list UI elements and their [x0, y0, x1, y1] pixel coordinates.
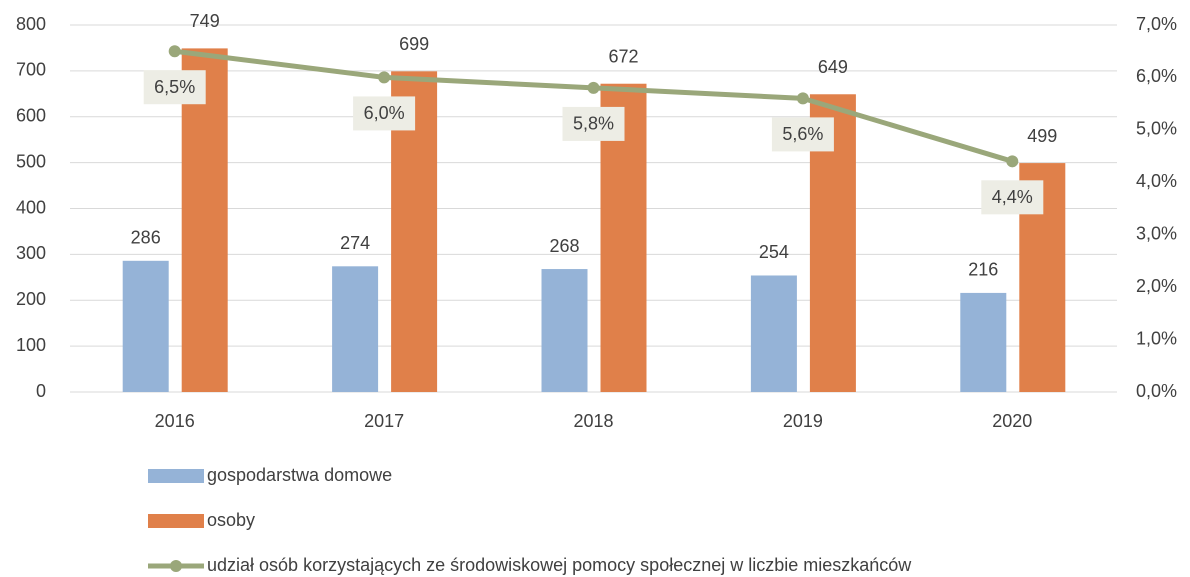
y2-tick-label: 0,0% — [1136, 381, 1177, 401]
bar — [960, 292, 1007, 392]
x-tick-label: 2016 — [155, 411, 195, 431]
bar-value-label: 216 — [968, 260, 998, 280]
bar-value-label: 649 — [818, 57, 848, 77]
line-value-label: 5,8% — [573, 114, 614, 134]
y-tick-label: 500 — [16, 151, 46, 171]
y2-tick-label: 7,0% — [1136, 14, 1177, 34]
line-value-label: 6,5% — [154, 77, 195, 97]
bar-value-label: 699 — [399, 34, 429, 54]
label-box — [771, 117, 834, 152]
y2-tick-label: 1,0% — [1136, 328, 1177, 348]
line-point — [1006, 155, 1019, 168]
y2-tick-label: 2,0% — [1136, 276, 1177, 296]
label-box — [143, 70, 206, 105]
line-point — [168, 45, 181, 58]
x-tick-label: 2018 — [573, 411, 613, 431]
y2-tick-label: 6,0% — [1136, 66, 1177, 86]
line-point — [378, 71, 391, 84]
bar — [541, 269, 588, 392]
x-tick-label: 2017 — [364, 411, 404, 431]
legend-marker — [170, 560, 182, 572]
bar — [750, 275, 797, 392]
label-box — [562, 106, 625, 141]
legend-label: gospodarstwa domowe — [207, 465, 392, 485]
label-box — [981, 180, 1044, 215]
bar — [181, 48, 228, 393]
y-tick-label: 700 — [16, 60, 46, 80]
line-value-label: 5,6% — [782, 124, 823, 144]
line-point — [587, 81, 600, 94]
bar-value-label: 499 — [1027, 126, 1057, 146]
bar — [332, 266, 379, 392]
line-value-label: 6,0% — [364, 103, 405, 123]
y-tick-label: 600 — [16, 106, 46, 126]
label-box — [353, 96, 416, 131]
bar-value-label: 286 — [131, 228, 161, 248]
bar — [122, 260, 169, 392]
y-tick-label: 400 — [16, 197, 46, 217]
y-tick-label: 100 — [16, 335, 46, 355]
y-tick-label: 200 — [16, 289, 46, 309]
bar-value-label: 672 — [608, 46, 638, 66]
y-tick-label: 800 — [16, 14, 46, 34]
y-tick-label: 300 — [16, 243, 46, 263]
y-tick-label: 0 — [36, 381, 46, 401]
line-point — [796, 92, 809, 105]
y2-tick-label: 4,0% — [1136, 171, 1177, 191]
legend-label: osoby — [207, 510, 255, 530]
bar-value-label: 268 — [549, 236, 579, 256]
bar-value-label: 254 — [759, 242, 789, 262]
y2-tick-label: 3,0% — [1136, 223, 1177, 243]
y2-tick-label: 5,0% — [1136, 119, 1177, 139]
line-value-label: 4,4% — [992, 187, 1033, 207]
x-tick-label: 2019 — [783, 411, 823, 431]
legend-swatch — [148, 469, 204, 483]
line — [174, 48, 1014, 164]
legend-swatch — [148, 514, 204, 528]
bar-value-label: 749 — [190, 11, 220, 31]
legend-label: udział osób korzystających ze środowisko… — [207, 555, 912, 575]
bar-value-label: 274 — [340, 233, 370, 253]
x-tick-label: 2020 — [992, 411, 1032, 431]
